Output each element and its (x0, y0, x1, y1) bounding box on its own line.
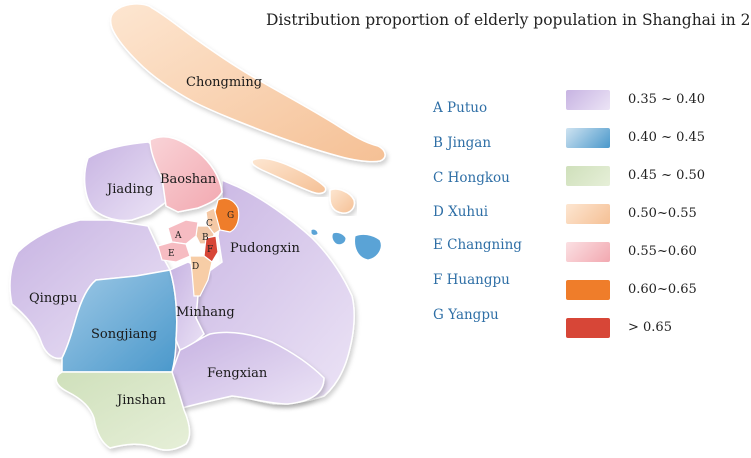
legend-swatch (566, 242, 610, 262)
letter-e: E (168, 249, 175, 259)
district-key-item: G Yangpu (433, 307, 499, 323)
region-jiading (83, 141, 167, 222)
label-minhang: Minhang (176, 305, 235, 320)
map-title: Distribution proportion of elderly popul… (266, 11, 751, 29)
legend-swatch (566, 128, 610, 148)
region-islet-small (331, 231, 347, 246)
region-yangpu-g (213, 197, 240, 233)
legend-label: 0.55~0.60 (628, 244, 697, 259)
legend-swatch (566, 204, 610, 224)
district-key-item: C Hongkou (433, 170, 510, 186)
letter-b: B (202, 233, 209, 243)
label-jiading: Jiading (105, 182, 153, 197)
legend-swatch (566, 166, 610, 186)
district-key-item: B Jingan (433, 135, 492, 151)
region-xuhui-d (189, 255, 213, 297)
letter-c: C (206, 219, 213, 229)
legend-label: 0.60~0.65 (628, 282, 697, 297)
label-baoshan: Baoshan (160, 172, 217, 187)
region-hengsha-island (329, 188, 356, 214)
region-changxing-island (251, 157, 327, 195)
region-putuo-a (167, 219, 199, 245)
label-fengxian: Fengxian (207, 366, 268, 381)
legend-row: 0.45 ~ 0.50 (566, 166, 746, 190)
label-qingpu: Qingpu (29, 291, 77, 306)
letter-d: D (192, 262, 199, 272)
legend-label: 0.35 ~ 0.40 (628, 92, 706, 107)
district-key-item: D Xuhui (433, 204, 489, 220)
district-key-item: A Putuo (433, 100, 488, 116)
region-huangpu-f (203, 235, 219, 263)
legend-row: 0.35 ~ 0.40 (566, 90, 746, 114)
region-baoshan (149, 136, 223, 213)
letter-f: F (207, 245, 213, 255)
label-songjiang: Songjiang (91, 327, 157, 342)
legend-swatch (566, 280, 610, 300)
legend-row: 0.50~0.55 (566, 204, 746, 228)
legend-row: 0.55~0.60 (566, 242, 746, 266)
label-pudongxin: Pudongxin (230, 241, 300, 256)
letter-g: G (227, 211, 234, 221)
label-jinshan: Jinshan (115, 393, 167, 408)
legend-label: > 0.65 (628, 320, 672, 335)
region-islet-large (354, 233, 382, 261)
region-jinshan (55, 371, 191, 451)
legend-swatch (566, 90, 610, 110)
letter-a: A (174, 231, 182, 241)
district-key-item: E Changning (433, 237, 522, 253)
region-chongming (109, 3, 386, 163)
legend-row: 0.40 ~ 0.45 (566, 128, 746, 152)
region-islet-tiny (310, 228, 319, 236)
legend-label: 0.50~0.55 (628, 206, 697, 221)
district-key-item: F Huangpu (433, 272, 510, 288)
legend-swatch (566, 318, 610, 338)
legend-label: 0.45 ~ 0.50 (628, 168, 706, 183)
legend-label: 0.40 ~ 0.45 (628, 130, 706, 145)
label-chongming: Chongming (186, 75, 262, 90)
legend-row: 0.60~0.65 (566, 280, 746, 304)
legend-row: > 0.65 (566, 318, 746, 342)
region-fengxian (171, 331, 325, 409)
